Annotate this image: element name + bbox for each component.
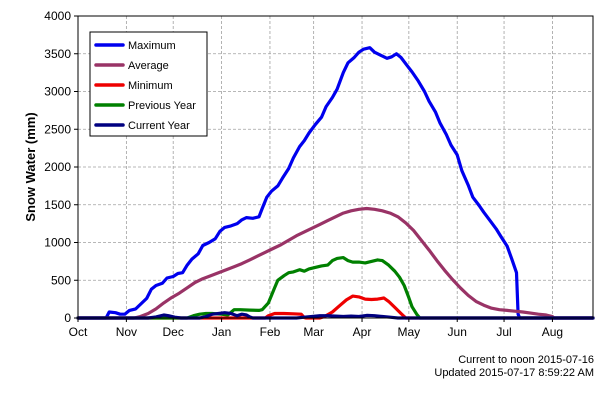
x-tick-label: Oct xyxy=(69,325,88,339)
x-tick-label: Nov xyxy=(116,325,137,339)
series-line-minimum xyxy=(76,294,595,320)
footer-current-to: Current to noon 2015-07-16 xyxy=(458,354,594,366)
y-tick-label: 0 xyxy=(64,311,71,325)
y-tick-label: 4000 xyxy=(44,9,71,23)
legend: Maximum Average Minimum Previous Year Curren… xyxy=(89,31,208,137)
y-tick-label: 1000 xyxy=(44,236,71,250)
series-lines xyxy=(76,46,595,320)
snow-water-chart: 0 500 1000 1500 2000 2500 3000 3500 4000 Oct Nov De… xyxy=(23,9,595,339)
x-tick-label: Mar xyxy=(303,325,324,339)
plot-frame xyxy=(77,15,594,319)
x-tick-label: Jul xyxy=(496,325,511,339)
x-tick-label: Apr xyxy=(353,325,372,339)
y-axis-label: Snow Water (mm) xyxy=(23,112,38,221)
x-tick-label: Jan xyxy=(212,325,231,339)
footer-updated: Updated 2015-07-17 8:59:22 AM xyxy=(434,367,594,379)
x-tick-label: May xyxy=(398,325,421,339)
legend-label: Average xyxy=(128,60,169,72)
series-line-current-year xyxy=(76,311,595,320)
legend-label: Minimum xyxy=(128,80,173,92)
x-tick-label: Aug xyxy=(542,325,563,339)
legend-label: Current Year xyxy=(128,120,190,132)
y-tick-label: 500 xyxy=(51,273,71,287)
x-tick-label: Dec xyxy=(163,325,184,339)
y-tick-label: 2500 xyxy=(44,122,71,136)
legend-label: Previous Year xyxy=(128,100,196,112)
y-tick-label: 2000 xyxy=(44,160,71,174)
y-tick-label: 3500 xyxy=(44,47,71,61)
y-tick-label: 1500 xyxy=(44,198,71,212)
x-tick-label: Feb xyxy=(260,325,281,339)
series-line-maximum xyxy=(76,46,595,320)
axes: 0 500 1000 1500 2000 2500 3000 3500 4000 Oct Nov De… xyxy=(44,9,594,339)
x-tick-label: Jun xyxy=(448,325,467,339)
legend-label: Maximum xyxy=(128,40,176,52)
y-tick-label: 3000 xyxy=(44,85,71,99)
series-line-average xyxy=(76,206,595,320)
